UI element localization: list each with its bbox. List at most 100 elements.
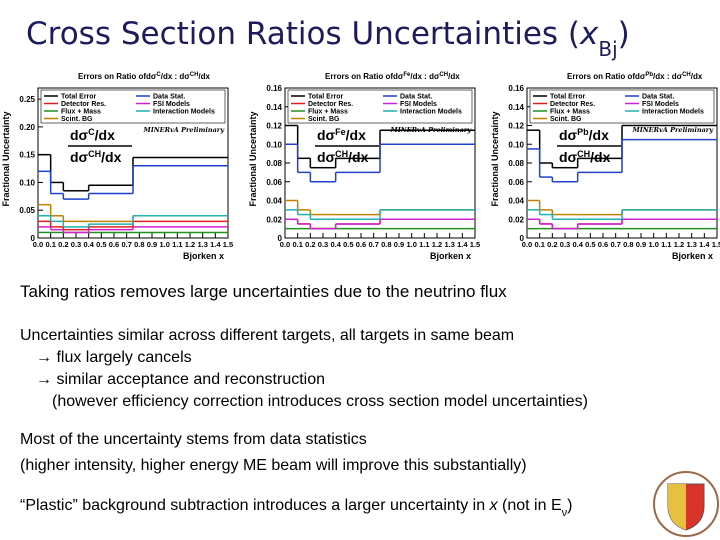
y-tick-label: 0.15	[19, 151, 35, 160]
x-tick-label: 0.8	[623, 240, 633, 249]
legend-label: Flux + Mass	[61, 109, 101, 116]
y-tick-label: 0	[278, 234, 283, 243]
chart-title-ratio: /dx	[198, 72, 210, 81]
logo-ring	[653, 471, 719, 537]
y-tick-label: 0.02	[508, 215, 524, 224]
x-tick-label: 0.0	[33, 240, 43, 249]
annotation: MINERvA Preliminary	[143, 126, 226, 134]
legend-label: Detector Res.	[308, 101, 353, 108]
x-tick-label: 1.1	[172, 240, 182, 249]
paragraph-line: → similar acceptance and reconstruction	[36, 371, 325, 388]
x-axis-label: Bjorken x	[183, 251, 224, 261]
legend-label: Scint. BG	[550, 116, 582, 123]
y-tick-label: 0.10	[266, 140, 282, 149]
text-line: dσFe/dx	[317, 127, 366, 143]
x-tick-label: 1.4	[699, 240, 710, 249]
legend-label: Data Stat.	[642, 94, 674, 101]
legend-box	[287, 89, 473, 124]
y-tick-label: 0.08	[508, 159, 524, 168]
chart-title-text: Errors on Ratio of	[325, 72, 393, 81]
annotation: MINERvA Preliminary	[390, 126, 473, 134]
legend-box	[529, 89, 715, 124]
chart-title-ratio: dσ	[672, 72, 683, 81]
x-tick-label: 0.8	[134, 240, 144, 249]
x-tick-label: 0.1	[534, 240, 544, 249]
x-tick-label: 0.4	[330, 240, 341, 249]
chart-title-ratio: CH	[190, 72, 199, 78]
x-tick-label: 0.6	[356, 240, 366, 249]
legend-label: Total Error	[550, 94, 586, 101]
text-part: dσ	[317, 149, 336, 165]
text-part: Pb	[577, 127, 589, 137]
x-axis-label: Bjorken x	[430, 251, 471, 261]
y-tick-label: 0.16	[508, 84, 524, 93]
text-part: /dx	[346, 127, 366, 143]
x-tick-label: 0.0	[280, 240, 290, 249]
x-tick-label: 0.7	[121, 240, 131, 249]
y-tick-label: 0.04	[508, 197, 524, 206]
y-tick-label: 0.14	[508, 103, 524, 112]
chart-title-ratio: /dx	[448, 72, 460, 81]
text-part: Cross Section Ratios Uncertainties (	[26, 16, 580, 52]
chart-title-ratio: /dx :	[410, 72, 429, 81]
text-part: Bj	[598, 37, 617, 61]
x-tick-label: 0.3	[71, 240, 81, 249]
chart-title-ratio: C	[156, 72, 161, 78]
x-tick-label: 1.5	[712, 240, 720, 249]
x-tick-label: 0.7	[368, 240, 378, 249]
text-part: /dx	[589, 127, 609, 143]
y-tick-label: 0.05	[19, 206, 35, 215]
logo	[653, 471, 719, 537]
text-part: /dx	[101, 149, 121, 165]
x-tick-label: 1.4	[210, 240, 221, 249]
text-part: dσ	[559, 127, 578, 143]
chart: Errors on Ratio ofdσPb/dx : dσCH/dx00.02…	[490, 72, 720, 261]
text-part: )	[567, 497, 572, 514]
legend-label: Data Stat.	[400, 94, 432, 101]
x-tick-label: 1.5	[470, 240, 480, 249]
chart-title-ratio: CH	[439, 72, 448, 78]
text-part: (not in E	[498, 497, 562, 514]
chart-title: Errors on Ratio ofdσFe/dx : dσCH/dx	[325, 72, 460, 81]
legend-box	[40, 89, 226, 124]
x-tick-label: 1.0	[159, 240, 169, 249]
chart-title-ratio: CH	[682, 72, 691, 78]
chart-title-ratio: dσ	[429, 72, 440, 81]
x-tick-label: 1.3	[444, 240, 454, 249]
text-part: x	[579, 16, 599, 52]
text-part: dσ	[70, 127, 89, 143]
text-part: Fe	[335, 127, 346, 137]
legend-label: Detector Res.	[61, 101, 106, 108]
text-part: C	[88, 127, 95, 137]
text-part: CH	[88, 149, 101, 159]
legend-label: FSI Models	[153, 101, 190, 108]
x-tick-label: 1.4	[457, 240, 468, 249]
x-tick-label: 0.1	[45, 240, 55, 249]
paragraph-line: (higher intensity, higher energy ME beam…	[20, 457, 527, 474]
y-tick-label: 0.04	[266, 197, 282, 206]
legend-label: Total Error	[308, 94, 344, 101]
chart-title-ratio: /dx :	[653, 72, 672, 81]
x-axis-label: Bjorken x	[672, 251, 713, 261]
y-tick-label: 0.12	[508, 122, 524, 131]
legend-label: FSI Models	[642, 101, 679, 108]
text-line: dσCH/dx	[70, 149, 122, 165]
chart-title-ratio: dσ	[146, 72, 157, 81]
y-tick-label: 0.10	[508, 140, 524, 149]
x-tick-label: 0.2	[305, 240, 315, 249]
chart-title: Errors on Ratio ofdσPb/dx : dσCH/dx	[567, 72, 703, 81]
text-part: /dx	[95, 127, 115, 143]
x-tick-label: 0.5	[96, 240, 106, 249]
y-tick-label: 0.08	[266, 159, 282, 168]
y-tick-label: 0.02	[266, 215, 282, 224]
x-tick-label: 0.6	[598, 240, 608, 249]
text-line: dσCH/dx	[317, 149, 369, 165]
y-tick-label: 0	[31, 234, 36, 243]
legend-label: Detector Res.	[550, 101, 595, 108]
legend-label: Scint. BG	[61, 116, 93, 123]
y-axis-label: Fractional Uncertainty	[490, 111, 500, 206]
x-tick-label: 1.0	[648, 240, 658, 249]
y-tick-label: 0.14	[266, 103, 282, 112]
